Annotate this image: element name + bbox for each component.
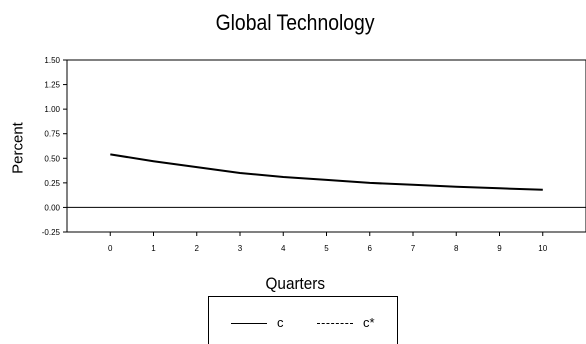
y-tick-label: -0.25: [42, 228, 61, 237]
legend: c c*: [208, 296, 398, 344]
x-tick-label: 7: [411, 244, 416, 253]
x-tick-label: 4: [281, 244, 286, 253]
x-axis-ticks: 0 1 2 3 4 5 6 7 8 9 10: [108, 232, 548, 253]
x-tick-label: 6: [368, 244, 373, 253]
legend-swatch-dashed: [317, 323, 353, 324]
y-tick-label: 1.25: [44, 81, 60, 90]
legend-label-c: c: [277, 315, 284, 330]
plot-frame: [66, 59, 586, 233]
x-tick-label: 5: [324, 244, 329, 253]
y-tick-label: 1.00: [44, 105, 60, 114]
y-axis-ticks: 1.50 1.25 1.00 0.75 0.50 0.25 0.00 -0.25: [42, 56, 67, 237]
y-tick-label: 0.50: [44, 154, 60, 163]
x-tick-label: 1: [151, 244, 156, 253]
x-tick-label: 10: [538, 244, 547, 253]
x-tick-label: 9: [497, 244, 502, 253]
x-axis-label: Quarters: [265, 274, 326, 293]
legend-swatch-solid: [231, 323, 267, 324]
x-tick-label: 3: [238, 244, 243, 253]
series-lines: [110, 153, 543, 191]
x-tick-label: 2: [195, 244, 200, 253]
y-tick-label: 1.50: [44, 56, 60, 65]
y-tick-label: 0.00: [44, 203, 60, 212]
x-tick-label: 8: [454, 244, 459, 253]
series-line-0: [110, 153, 543, 191]
y-tick-label: 0.25: [44, 179, 60, 188]
legend-label-c-star: c*: [363, 315, 375, 330]
x-tick-label: 0: [108, 244, 113, 253]
y-tick-label: 0.75: [44, 130, 60, 139]
chart-title: Global Technology: [215, 10, 375, 35]
